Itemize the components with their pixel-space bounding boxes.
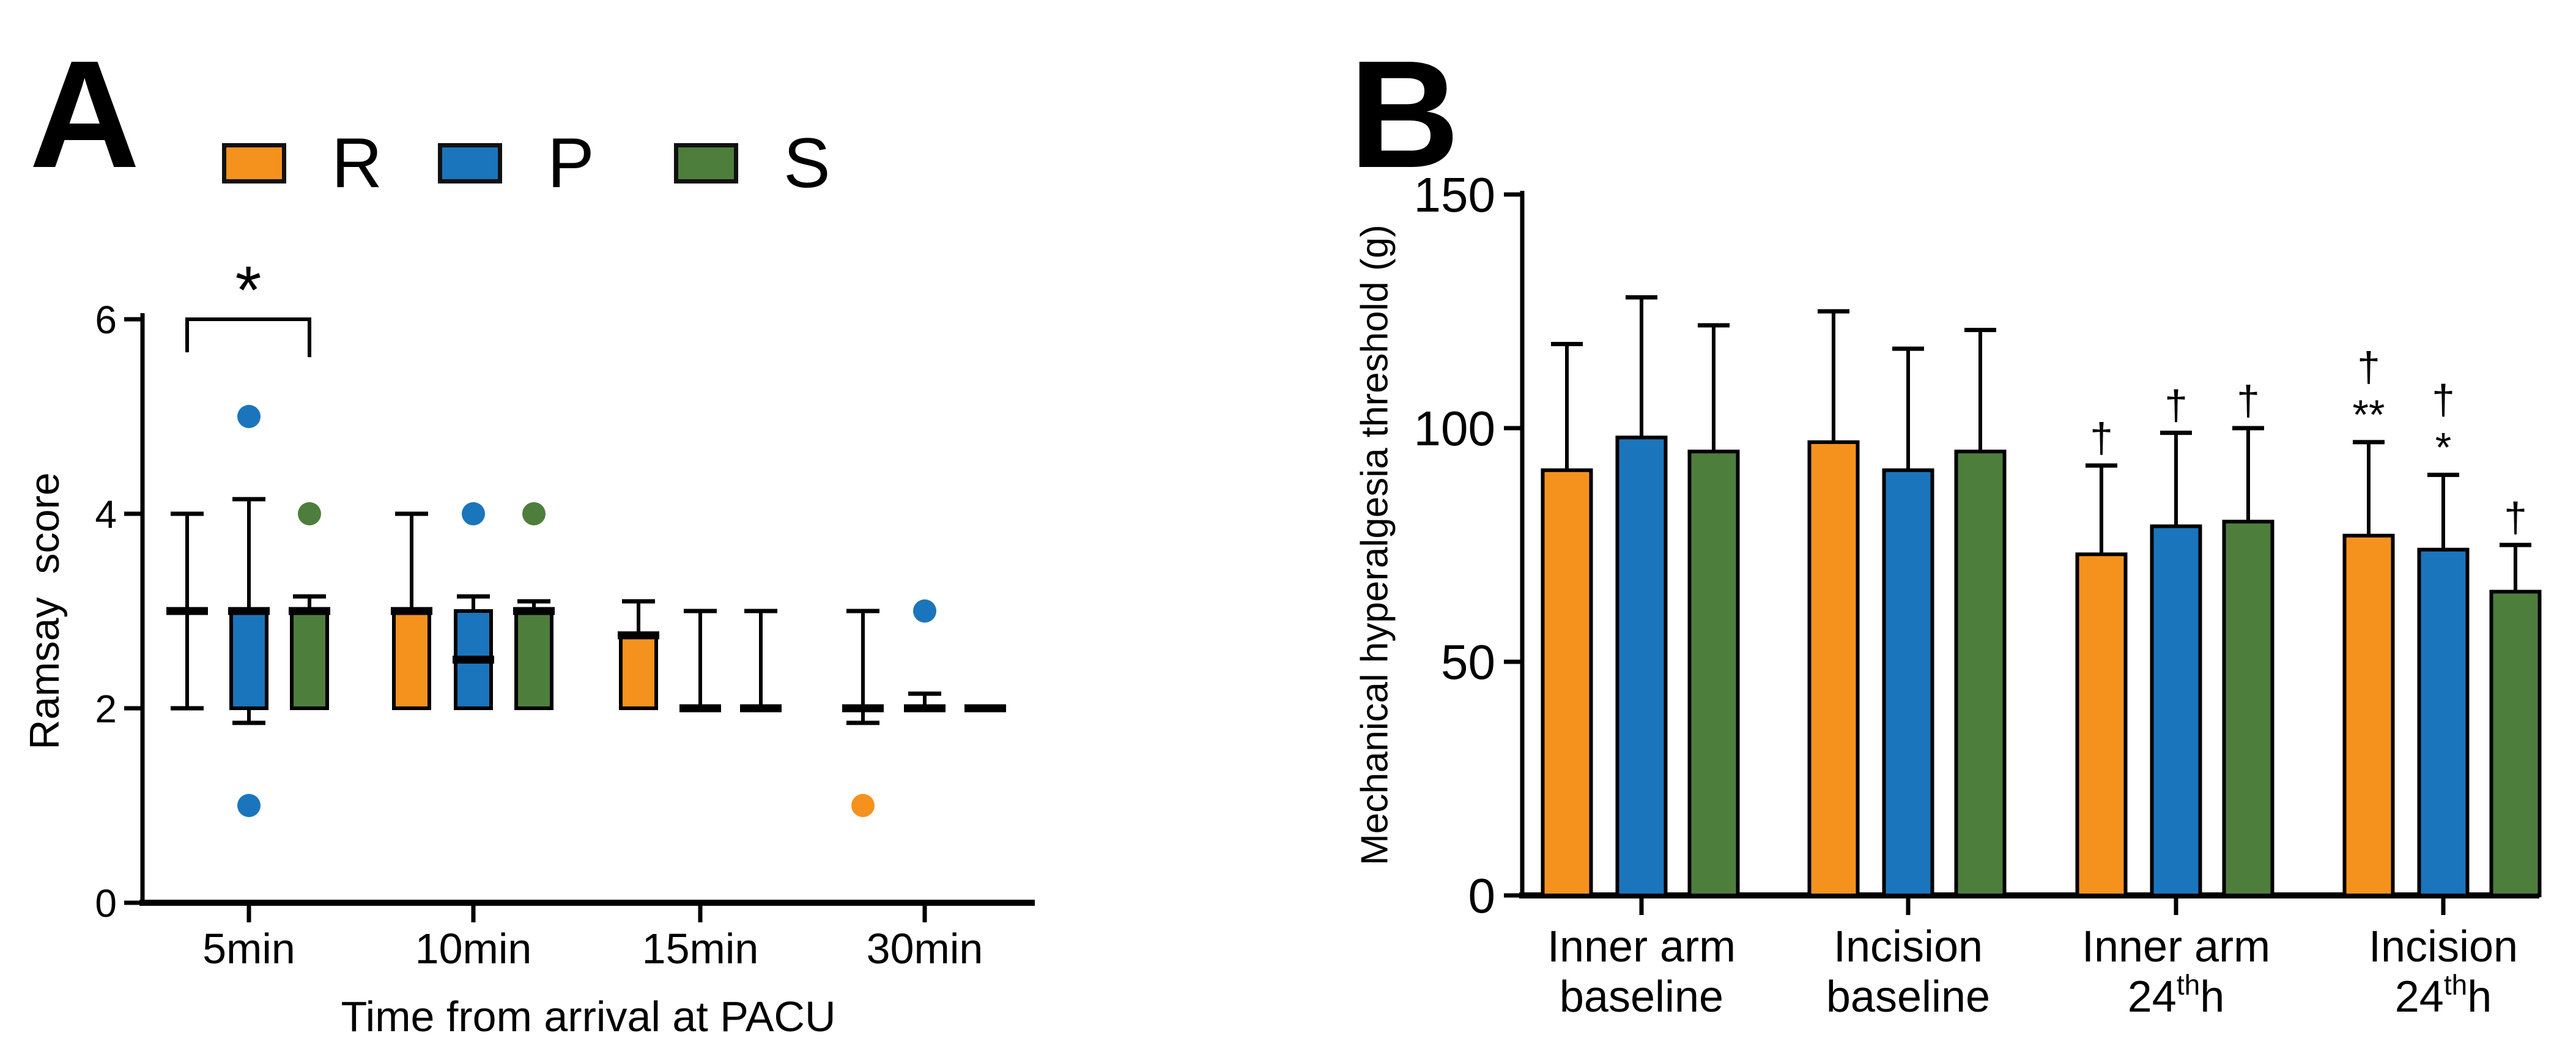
- legend-item-s: S: [674, 128, 831, 198]
- label-text: 24: [2395, 972, 2444, 1021]
- b-x-tick-label-line1: Inner arm: [2082, 922, 2270, 971]
- significance-symbol: †: [2357, 344, 2380, 390]
- b-x-tick-label-line2: baseline: [1826, 972, 1990, 1021]
- bar: [2222, 519, 2274, 897]
- significance-symbol: †: [2090, 415, 2113, 461]
- bar: [2417, 547, 2470, 897]
- box: [290, 609, 329, 710]
- a-y-tick-label: 4: [95, 492, 117, 536]
- legend-swatch-p: [438, 143, 502, 183]
- significance-symbol: *: [2435, 424, 2451, 470]
- box: [514, 609, 553, 710]
- bar: [2342, 533, 2395, 897]
- legend-label-r: R: [331, 124, 383, 202]
- b-y-tick-label: 150: [1414, 168, 1495, 222]
- outlier-dot: [462, 502, 485, 525]
- b-x-tick-label-line2: 24thh: [2128, 969, 2225, 1021]
- outlier-dot: [851, 794, 875, 817]
- superscript-text: th: [2444, 969, 2467, 1001]
- box: [229, 609, 268, 710]
- bar: [1954, 450, 2007, 897]
- panel-a-letter: A: [29, 29, 140, 199]
- legend-item-p: P: [438, 128, 594, 198]
- legend-swatch-r: [222, 143, 286, 183]
- legend-swatch-s: [674, 143, 738, 183]
- a-x-tick-label: 15min: [642, 925, 759, 972]
- legend-label-s: S: [783, 124, 831, 202]
- panel-b-letter: B: [1349, 29, 1460, 199]
- a-x-tick-label: 5min: [202, 925, 295, 972]
- outlier-dot: [913, 599, 936, 623]
- a-y-tick-label: 6: [95, 298, 117, 342]
- a-x-axis-title: Time from arrival at PACU: [341, 993, 836, 1040]
- bar: [2489, 590, 2542, 898]
- significance-symbol: **: [2353, 391, 2385, 438]
- bar: [2150, 524, 2202, 897]
- panel-a-chart: 0 2 4 6 5min 10min 15min 30min *: [95, 253, 1035, 972]
- significance-symbol: †: [2432, 376, 2455, 423]
- label-text: baseline: [1560, 972, 1723, 1021]
- significance-symbol: †: [2237, 377, 2260, 424]
- a-y-tick-label: 0: [95, 881, 117, 925]
- significance-symbol: †: [2504, 494, 2527, 541]
- outlier-dot: [237, 405, 261, 428]
- label-text: 24: [2128, 972, 2177, 1021]
- label-text: h: [2467, 972, 2492, 1021]
- outlier-dot: [522, 502, 546, 525]
- bar: [1541, 468, 1593, 897]
- a-x-tick-label: 30min: [867, 925, 983, 972]
- superscript-text: th: [2177, 969, 2200, 1001]
- b-y-tick-label: 100: [1414, 401, 1495, 456]
- significance-star: *: [235, 253, 262, 328]
- a-y-tick-label: 2: [95, 687, 117, 731]
- bar: [1882, 468, 1934, 897]
- outlier-dot: [298, 502, 321, 525]
- b-x-tick-label-line2: 24thh: [2395, 969, 2492, 1021]
- a-x-tick-label: 10min: [415, 925, 532, 972]
- b-y-tick-label: 0: [1468, 869, 1496, 923]
- b-x-tick-label-line2: baseline: [1560, 972, 1723, 1021]
- bar: [1807, 440, 1860, 897]
- b-y-tick-label: 50: [1441, 635, 1495, 689]
- box: [619, 633, 658, 710]
- significance-bracket: [185, 317, 311, 357]
- bar: [2075, 552, 2128, 897]
- bar: [1687, 450, 1740, 897]
- label-text: h: [2200, 972, 2224, 1021]
- b-x-tick-label-line1: Inner arm: [1547, 922, 1736, 971]
- outlier-dot: [237, 794, 261, 817]
- legend-label-p: P: [547, 124, 594, 202]
- significance-symbol: †: [2164, 382, 2188, 429]
- label-text: baseline: [1826, 972, 1990, 1021]
- box: [392, 609, 431, 710]
- legend-item-r: R: [222, 128, 382, 198]
- b-x-tick-label-line1: Incision: [1834, 922, 1983, 971]
- b-x-tick-label-line1: Incision: [2369, 922, 2518, 971]
- bar: [1615, 435, 1668, 897]
